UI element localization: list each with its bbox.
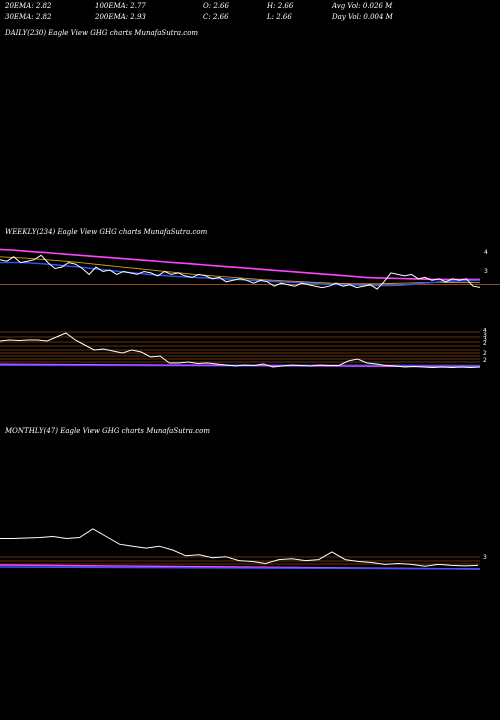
ema20-readout: 20EMA: 2.82 <box>5 2 52 10</box>
monthly-ema-short <box>0 566 481 570</box>
avg-vol-readout: Avg Vol: 0.026 M <box>332 2 393 10</box>
ema100-readout: 100EMA: 2.77 <box>95 2 146 10</box>
ema-short-line <box>0 261 481 287</box>
price-line <box>0 254 481 290</box>
ema-long-line <box>0 248 480 281</box>
monthly-price-chart: 3 <box>0 528 487 570</box>
monthly-panel-label: MONTHLY(47) Eagle View GHG charts Munafa… <box>5 427 210 435</box>
open-readout: O: 2.66 <box>203 2 229 10</box>
indicator-tick-4: 2 <box>483 350 487 357</box>
low-readout: L: 2.66 <box>267 13 292 21</box>
day-vol-readout: Day Vol: 0.004 M <box>332 13 393 21</box>
monthly-price-line <box>0 528 479 567</box>
ema-mid-line <box>0 256 480 285</box>
monthly-y-tick-3: 3 <box>483 554 487 561</box>
indicator-tick-0: 4 <box>483 328 487 334</box>
indicator-tick-3: 2 <box>483 340 487 347</box>
ema200-readout: 200EMA: 2.93 <box>95 13 146 21</box>
daily-panel-label: DAILY(230) Eagle View GHG charts MunafaS… <box>5 29 199 37</box>
indicator-tick-2: 3 <box>483 336 487 343</box>
ema30-readout: 30EMA: 2.82 <box>5 13 52 21</box>
indicator-line <box>0 332 481 369</box>
close-readout: C: 2.66 <box>203 13 229 21</box>
y-tick-3: 3 <box>484 268 488 275</box>
y-tick-4: 4 <box>484 249 488 256</box>
weekly-price-chart: 43 <box>0 248 500 290</box>
weekly-panel-label: WEEKLY(234) Eagle View GHG charts Munafa… <box>5 228 208 236</box>
indicator-tick-1: 3 <box>483 332 487 339</box>
indicator-tick-5: 2 <box>483 357 487 364</box>
high-readout: H: 2.66 <box>267 2 294 10</box>
